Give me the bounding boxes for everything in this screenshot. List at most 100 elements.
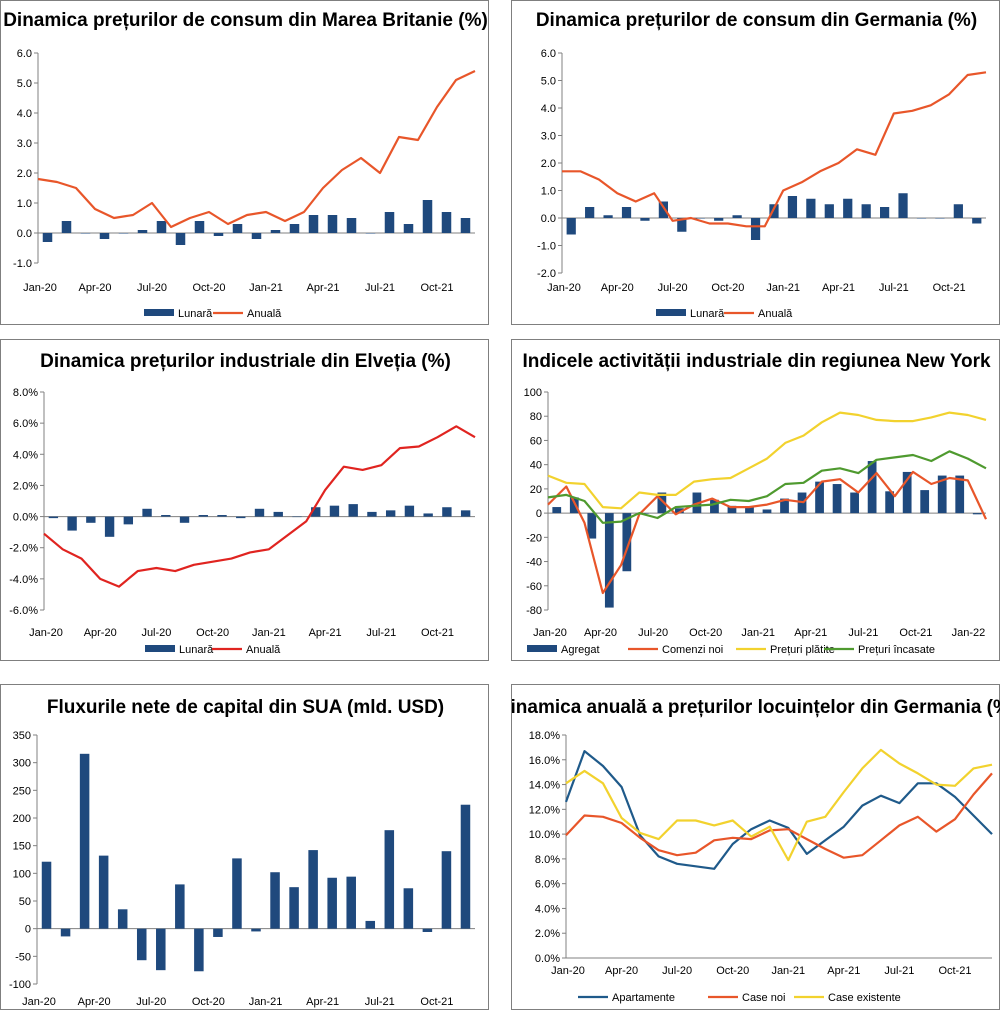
- chart-title: Dinamica prețurilor industriale din Elve…: [40, 351, 451, 372]
- bar-ny: [955, 475, 965, 514]
- y-tick-label: 0.0: [17, 228, 32, 240]
- x-tick-label: Apr-21: [827, 965, 860, 977]
- x-tick-label: Jul-21: [879, 282, 909, 294]
- y-tick-label: 100: [13, 868, 31, 880]
- bar-uk: [156, 221, 167, 233]
- bar-uk: [346, 218, 357, 233]
- y-tick-label: 250: [13, 785, 31, 797]
- x-tick-label: Oct-20: [711, 282, 744, 294]
- bar-uk: [270, 230, 281, 233]
- bar-uk: [61, 221, 72, 233]
- x-tick-label: Oct-21: [933, 282, 966, 294]
- bar-ny: [569, 497, 579, 514]
- legend-label: Anuală: [758, 308, 793, 320]
- bar-ny: [815, 481, 824, 514]
- line-series-ny-2: [547, 411, 987, 510]
- legend-label: Prețuri plătite: [770, 644, 835, 656]
- bar-ny: [675, 508, 684, 514]
- bar-us: [136, 928, 147, 961]
- x-tick-label: Oct-21: [420, 282, 453, 294]
- chart-ny-empire: Indicele activității industriale din reg…: [522, 351, 991, 656]
- chart-panel-germany-house-prices: Dinamica anuală a prețurilor locuințelor…: [511, 684, 1000, 1010]
- bar-ch: [179, 516, 190, 523]
- chart-panel-ny-empire: Indicele activității industriale din reg…: [511, 339, 1000, 661]
- x-tick-label: Apr-20: [78, 282, 111, 294]
- y-tick-label: 0: [25, 924, 31, 936]
- x-tick-label: Apr-21: [822, 282, 855, 294]
- bar-uk: [289, 224, 300, 233]
- chart-title: Indicele activității industriale din reg…: [522, 351, 991, 372]
- x-tick-label: Oct-20: [192, 996, 225, 1008]
- bar-ch: [254, 508, 265, 517]
- x-tick-label: Jan-21: [252, 627, 286, 639]
- x-tick-label: Oct-20: [192, 282, 225, 294]
- bar-ch: [292, 516, 302, 518]
- legend-label: Prețuri încasate: [858, 644, 935, 656]
- x-tick-label: Jan-22: [952, 627, 986, 639]
- legend-label: Lunară: [178, 308, 213, 320]
- y-tick-label: 300: [13, 758, 31, 770]
- y-tick-label: 4.0: [17, 108, 32, 120]
- legend-label: Case existente: [828, 992, 901, 1004]
- y-tick-label: 3.0: [541, 131, 556, 143]
- x-tick-label: Jul-21: [365, 282, 395, 294]
- y-tick-label: 14.0%: [529, 780, 560, 792]
- bar-ch: [48, 516, 59, 519]
- bar-uk: [232, 224, 243, 233]
- y-tick-label: -50: [15, 951, 31, 963]
- x-tick-label: Jan-20: [23, 282, 57, 294]
- x-tick-label: Jan-20: [533, 627, 567, 639]
- y-tick-label: 2.0: [17, 168, 32, 180]
- y-tick-label: 16.0%: [529, 755, 560, 767]
- bar-ny: [727, 505, 737, 514]
- legend-label: Comenzi noi: [662, 644, 723, 656]
- bar-us: [327, 877, 337, 929]
- y-tick-label: 0.0%: [13, 512, 38, 524]
- bar-de: [898, 193, 908, 218]
- chart-title: Dinamica prețurilor de consum din German…: [536, 10, 977, 31]
- x-tick-label: Jan-20: [29, 627, 63, 639]
- x-tick-label: Jan-21: [249, 996, 283, 1008]
- bar-ny: [885, 491, 895, 514]
- x-tick-label: Apr-20: [584, 627, 617, 639]
- legend-swatch: [656, 309, 686, 316]
- x-tick-label: Jul-20: [141, 627, 171, 639]
- bar-uk: [80, 233, 91, 234]
- bar-ch: [385, 510, 396, 517]
- bar-uk: [460, 218, 471, 233]
- bar-uk: [327, 215, 338, 233]
- bar-uk: [99, 233, 110, 239]
- bar-de: [695, 218, 705, 219]
- bar-ny: [937, 475, 947, 514]
- chart-swiss-ppi: Dinamica prețurilor industriale din Elve…: [9, 351, 476, 656]
- bar-us: [117, 909, 128, 929]
- x-tick-label: Jan-20: [547, 282, 581, 294]
- y-tick-label: -40: [526, 557, 542, 569]
- bar-ch: [104, 516, 115, 537]
- y-tick-label: 60: [530, 435, 542, 447]
- bar-de: [880, 207, 890, 218]
- bar-us: [460, 804, 471, 929]
- chart-title: Dinamica prețurilor de consum din Marea …: [3, 10, 488, 31]
- y-tick-label: 2.0: [541, 158, 556, 170]
- x-tick-label: Jul-20: [658, 282, 688, 294]
- bar-ny: [902, 471, 912, 514]
- x-tick-label: Oct-21: [421, 627, 454, 639]
- bar-uk: [137, 230, 148, 233]
- bar-ny: [657, 492, 667, 514]
- bar-ny: [972, 513, 982, 515]
- x-tick-label: Apr-21: [306, 996, 339, 1008]
- bar-uk: [422, 200, 433, 233]
- bar-ch: [236, 516, 246, 519]
- bar-de: [806, 198, 816, 218]
- chart-us-capital-flows: Fluxurile nete de capital din SUA (mld. …: [9, 697, 475, 1008]
- bar-ny: [622, 513, 632, 572]
- bar-uk: [194, 221, 205, 233]
- y-tick-label: 4.0: [541, 103, 556, 115]
- y-tick-label: 150: [13, 841, 31, 853]
- y-tick-label: 50: [19, 896, 31, 908]
- bar-ny: [762, 509, 772, 514]
- bar-us: [213, 928, 223, 937]
- bar-ny: [920, 490, 930, 514]
- y-tick-label: 20: [530, 484, 542, 496]
